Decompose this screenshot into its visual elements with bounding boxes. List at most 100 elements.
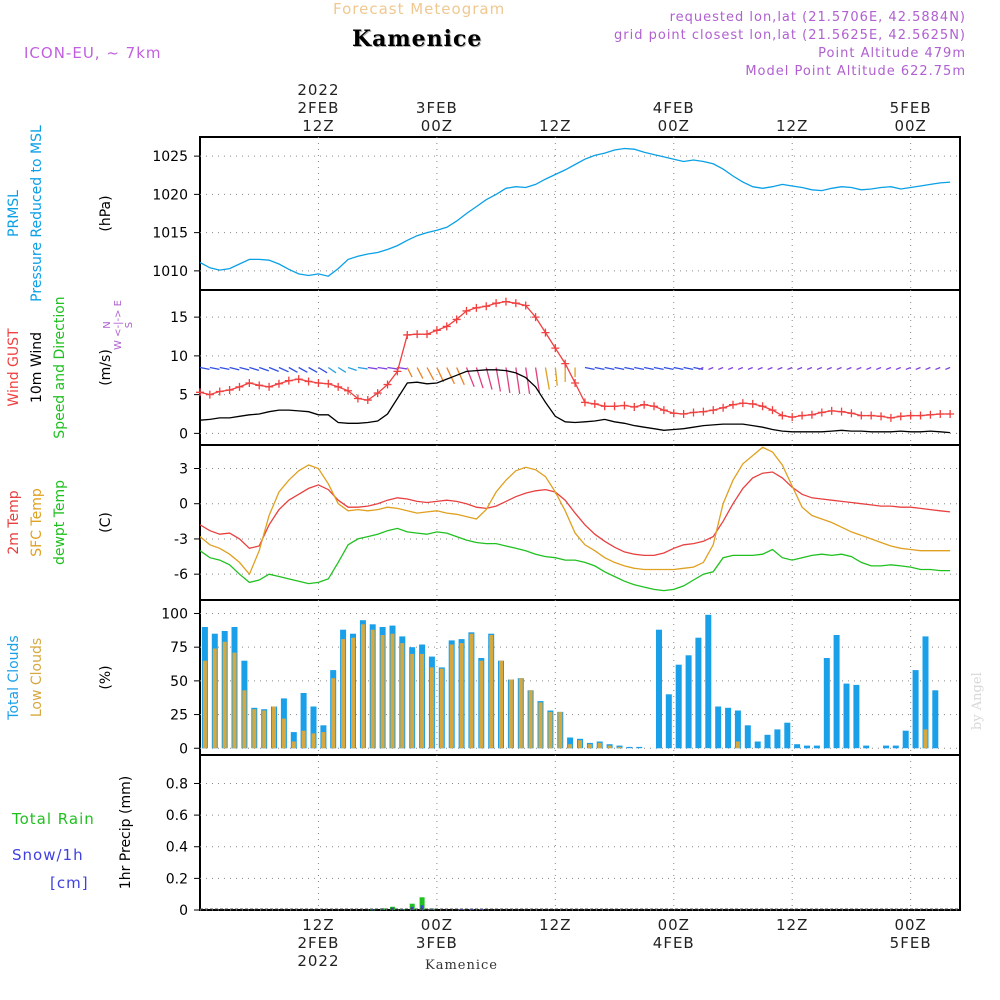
- gust-marker: [442, 322, 451, 331]
- bottom-time-label: 2FEB: [297, 934, 339, 952]
- clouds-bar: [715, 706, 722, 749]
- precip-panel: 0 0.2 0.4 0.6 0.8 1hr Precip (mm) Total Rain Sn…: [11, 754, 961, 919]
- wind-barb: [406, 367, 413, 378]
- wind-barb: [495, 367, 502, 392]
- gust-marker: [196, 388, 204, 397]
- compass-label: N: [102, 321, 113, 328]
- clouds-bar: [449, 644, 454, 749]
- gust-marker: [521, 301, 530, 310]
- gust-marker: [798, 411, 807, 420]
- wind-barb: [718, 366, 724, 371]
- wind-barb: [797, 366, 803, 371]
- gust-marker: [334, 382, 343, 391]
- wind-barb: [604, 366, 615, 371]
- gust-marker: [423, 330, 432, 339]
- wind-barb: [456, 367, 465, 386]
- clouds-bar: [469, 633, 474, 749]
- gust-marker: [274, 379, 283, 388]
- gust-marker: [847, 409, 856, 418]
- precip-bar: [420, 905, 424, 910]
- wind-barb: [426, 367, 435, 381]
- wind-barb: [584, 366, 595, 371]
- clouds-bar: [489, 635, 494, 749]
- wind-barb: [895, 366, 902, 371]
- wind-panel: 0 5 10 15 Wind GUST 10m Wind Speed and Directi…: [6, 289, 961, 446]
- gust-marker: [699, 407, 708, 416]
- chart-title: Kamenice: [352, 26, 483, 52]
- clouds-bar: [380, 635, 385, 749]
- clouds-bar: [370, 629, 375, 749]
- clouds-bar: [558, 711, 563, 749]
- clouds-bar: [578, 740, 582, 749]
- clouds-bar: [735, 741, 740, 749]
- gust-marker: [590, 399, 599, 408]
- clouds-bar: [636, 746, 643, 749]
- precip-bar: [371, 909, 375, 911]
- clouds-bar: [843, 683, 850, 749]
- gust-marker: [265, 382, 274, 391]
- gust-marker: [896, 412, 905, 421]
- wind-ytick-label: 0: [179, 426, 188, 442]
- clouds-bar: [695, 637, 702, 749]
- bottom-time-label: 5FEB: [890, 934, 932, 952]
- gust-marker: [225, 385, 234, 394]
- clouds-bar: [360, 624, 365, 749]
- wind-barb: [787, 366, 793, 371]
- gust-marker: [867, 411, 876, 420]
- clouds-bar: [902, 730, 909, 749]
- gust-marker: [748, 399, 757, 408]
- wind-barb: [446, 367, 456, 385]
- temperature-series-line: [200, 446, 951, 576]
- model-altitude: Model Point Altitude 622.75m: [745, 64, 966, 79]
- clouds-bar: [784, 722, 791, 749]
- clouds-bar: [262, 710, 267, 749]
- wind-barb: [866, 366, 872, 371]
- model-label: ICON-EU, ~ 7km: [24, 44, 162, 62]
- gust-marker: [284, 376, 293, 385]
- gust-marker: [353, 394, 362, 403]
- top-time-label: 12Z: [776, 117, 808, 135]
- pressure-frame: [199, 136, 961, 291]
- clouds-bar: [420, 653, 425, 749]
- gust-marker: [304, 377, 313, 386]
- precip-bar: [469, 909, 473, 910]
- gust-marker: [936, 410, 945, 418]
- clouds-bar: [883, 745, 889, 749]
- clouds-bar: [310, 706, 317, 749]
- wind-barb: [515, 367, 521, 394]
- clouds-ytick-label: 75: [170, 640, 188, 656]
- wind-barb: [377, 366, 388, 370]
- wind-barb: [644, 366, 654, 371]
- wind-barb: [525, 367, 531, 394]
- wind-barb: [229, 366, 240, 371]
- clouds-bar: [281, 718, 286, 749]
- temperature-ytick-label: 3: [179, 461, 188, 477]
- precip-ylabel: 1hr Precip (mm): [118, 776, 134, 889]
- wind-unit: (m/s): [98, 349, 114, 386]
- clouds-bar: [331, 678, 336, 749]
- gust-marker: [728, 400, 737, 409]
- precip-legend-label: Total Rain: [11, 810, 95, 828]
- gust-marker: [650, 402, 659, 411]
- clouds-bar: [252, 709, 257, 749]
- footer-location: Kamenice: [425, 958, 498, 973]
- clouds-bar: [508, 679, 513, 749]
- pressure-ytick-label: 1025: [152, 149, 188, 165]
- wind-barb: [846, 366, 852, 371]
- wind-barb: [757, 366, 763, 371]
- top-time-label: 00Z: [894, 117, 926, 135]
- pressure-unit: (hPa): [98, 195, 114, 231]
- pressure-series-line: [200, 147, 951, 277]
- pressure-ytick-label: 1010: [152, 264, 188, 280]
- clouds-bar: [744, 725, 751, 749]
- clouds-ytick-label: 25: [170, 708, 188, 724]
- gust-marker: [916, 411, 925, 420]
- clouds-bar: [685, 655, 692, 749]
- wind-barb: [357, 366, 368, 370]
- gust-marker: [215, 387, 224, 396]
- clouds-bar: [863, 745, 870, 749]
- clouds-bar: [932, 690, 939, 749]
- clouds-panel: 0 25 50 75 100 Total Clouds Low Clouds (%): [6, 599, 961, 757]
- wind-ytick-label: 15: [170, 310, 188, 326]
